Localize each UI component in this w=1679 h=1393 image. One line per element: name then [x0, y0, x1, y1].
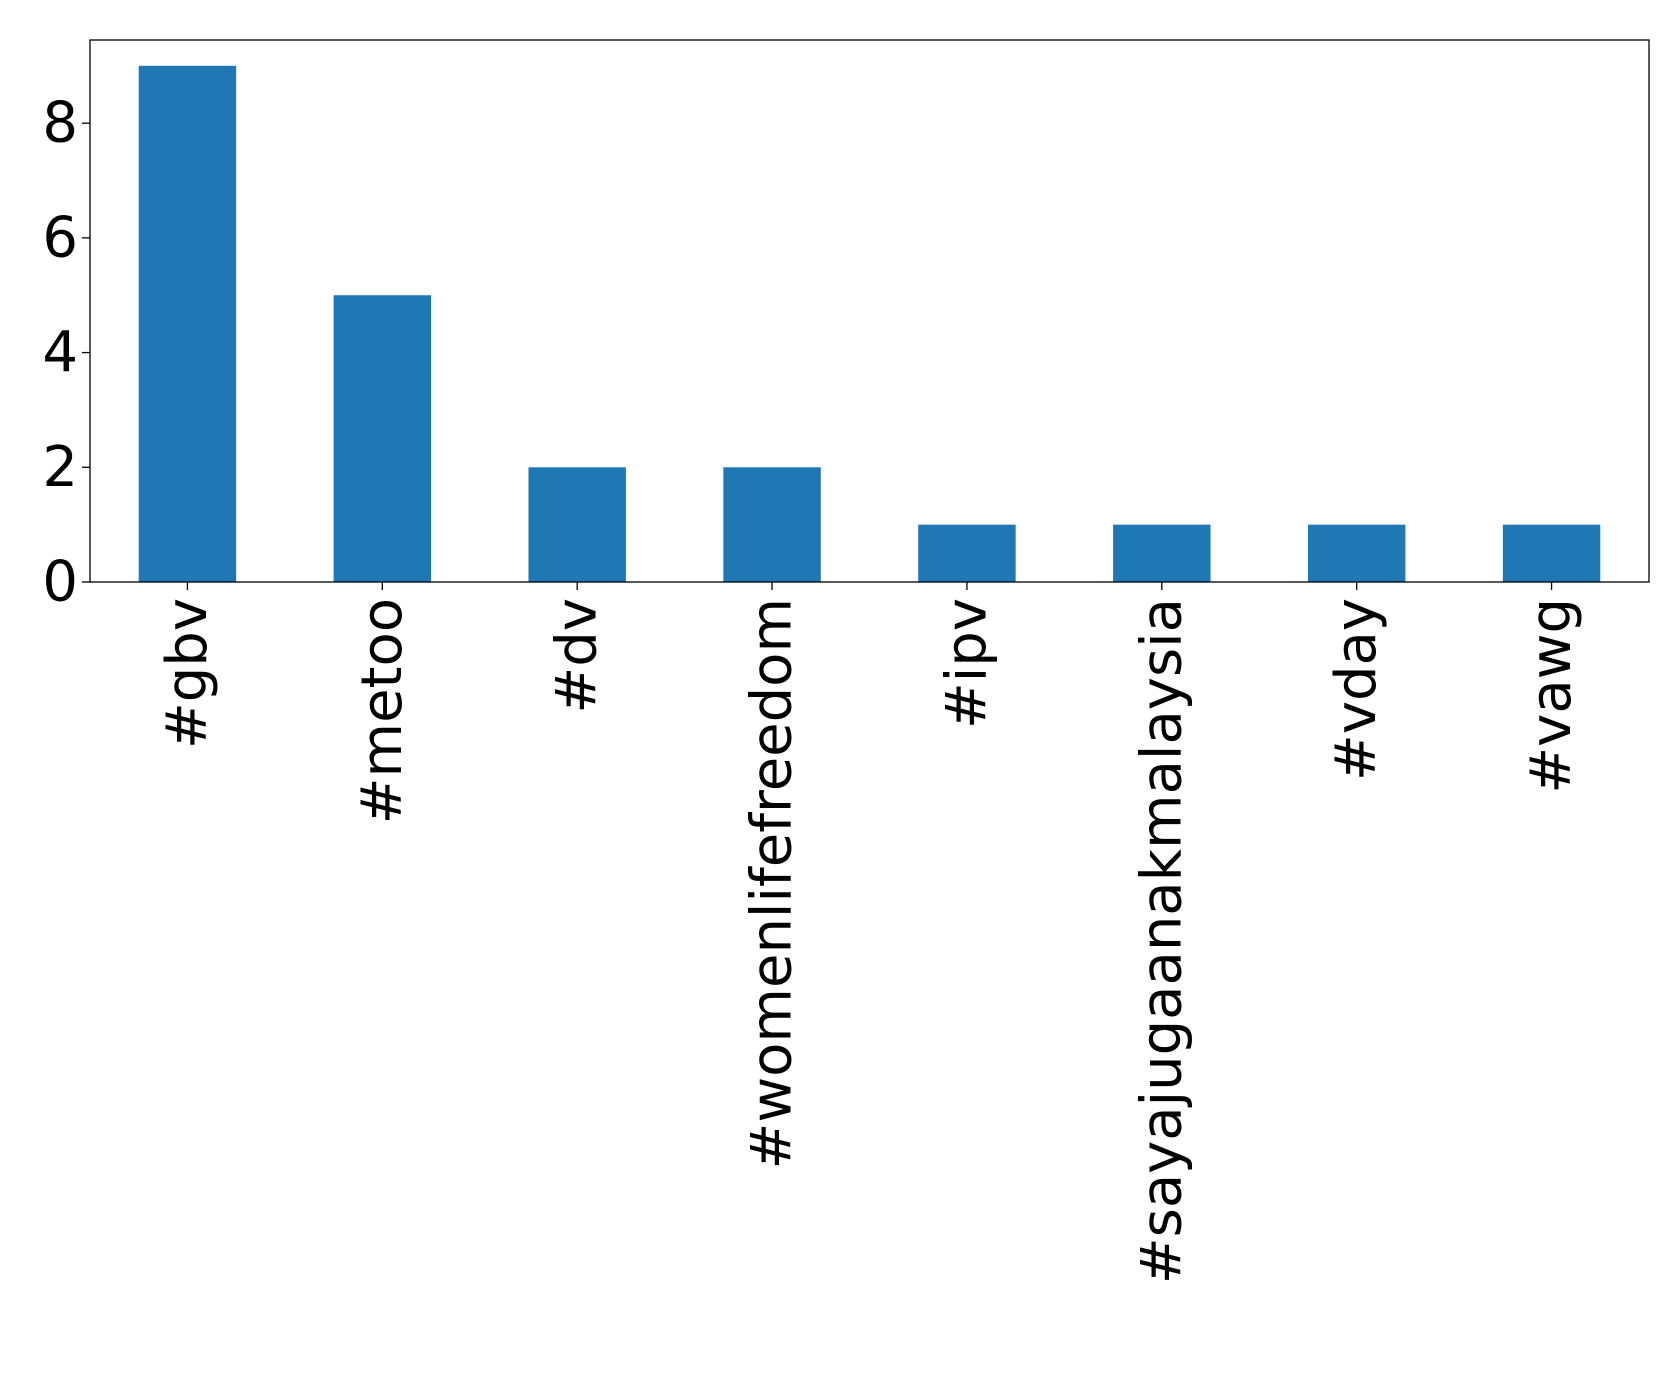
bar: [918, 524, 1016, 582]
x-axis: #gbv #metoo #dv #womenlifefreedom #ipv #sayaj…: [155, 582, 1584, 1284]
x-tick-label: #ipv: [934, 598, 999, 729]
plot-frame: [89, 39, 1650, 583]
bar: [1502, 524, 1601, 582]
x-tick-label: #dv: [545, 598, 610, 714]
bar: [723, 467, 821, 582]
x-tick-label: #gbv: [155, 598, 220, 749]
y-tick-label: 0: [42, 550, 78, 615]
y-tick-label: 4: [42, 320, 78, 385]
x-tick-label: #vawg: [1519, 598, 1584, 794]
x-tick-label: #womenlifefreedom: [740, 598, 805, 1170]
bar: [1307, 524, 1406, 582]
bar: [333, 295, 432, 582]
x-tick-label: #metoo: [350, 598, 415, 824]
y-tick-label: 8: [42, 91, 78, 156]
y-axis: 0 2 4 6 8: [42, 91, 90, 615]
bar: [528, 467, 626, 582]
x-tick-label: #sayajugaanakmalaysia: [1129, 598, 1194, 1284]
y-tick-label: 2: [42, 435, 78, 500]
bar: [1113, 524, 1211, 582]
bar: [138, 65, 237, 583]
x-tick-label: #vday: [1324, 598, 1389, 781]
y-tick-label: 6: [42, 205, 78, 270]
bars-group: [138, 65, 1601, 583]
